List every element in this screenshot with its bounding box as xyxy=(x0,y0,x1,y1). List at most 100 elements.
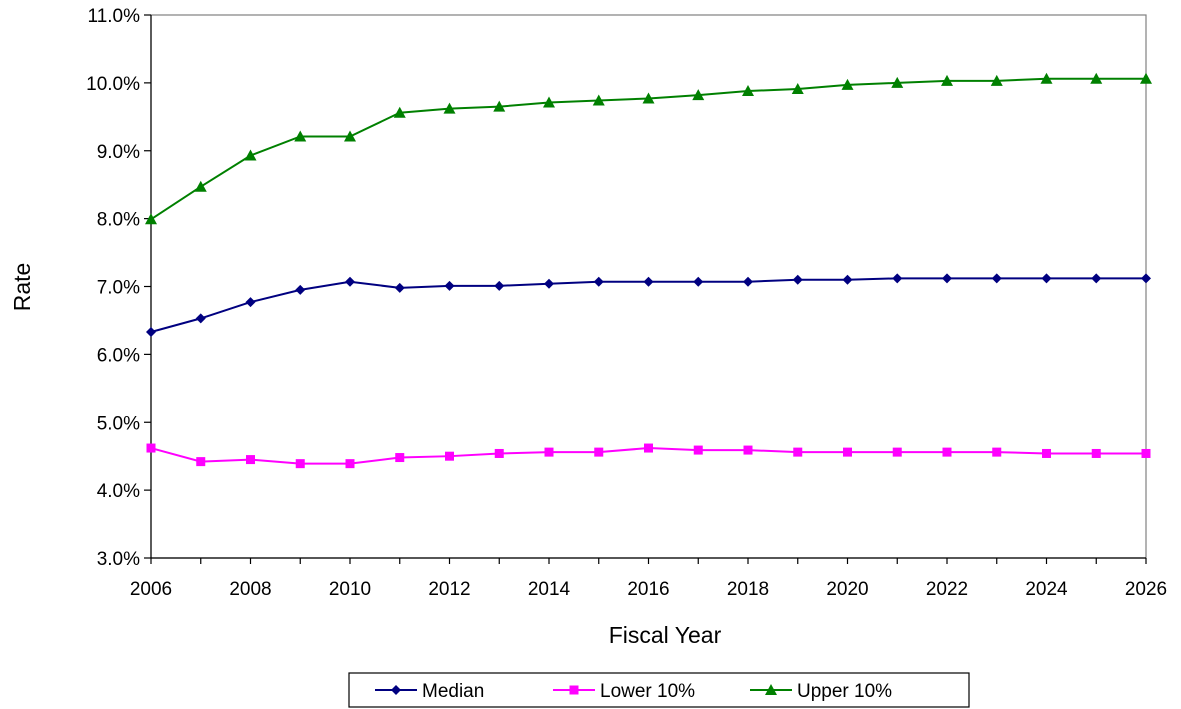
data-point-median xyxy=(1091,273,1102,284)
data-point-upper-10 xyxy=(244,149,257,161)
data-point-lower-10 xyxy=(693,445,703,455)
y-tick-label: 6.0% xyxy=(97,345,140,366)
x-tick-label: 2014 xyxy=(528,579,571,600)
data-point-upper-10 xyxy=(145,213,157,225)
series-upper-10 xyxy=(145,72,1152,225)
data-point-lower-10 xyxy=(942,447,952,457)
data-point-lower-10 xyxy=(146,443,156,453)
data-point-lower-10 xyxy=(395,453,405,463)
y-tick-label: 5.0% xyxy=(97,413,140,434)
x-tick-label: 2006 xyxy=(130,579,172,600)
data-point-upper-10 xyxy=(1040,72,1053,84)
legend-label-median: Median xyxy=(422,681,484,702)
y-tick-label: 11.0% xyxy=(88,6,141,27)
legend-item-upper-10: Upper 10% xyxy=(750,681,892,702)
data-point-median xyxy=(743,276,753,287)
y-tick-label: 4.0% xyxy=(97,481,140,502)
data-point-lower-10 xyxy=(892,447,902,457)
y-axis-title: Rate xyxy=(9,263,35,312)
data-point-median xyxy=(892,273,903,284)
x-tick-label: 2020 xyxy=(826,579,868,600)
data-point-upper-10 xyxy=(941,74,953,86)
data-point-lower-10 xyxy=(1141,448,1151,458)
y-tick-label: 3.0% xyxy=(97,549,140,570)
legend-marker-median xyxy=(391,685,401,695)
data-point-median xyxy=(195,313,206,324)
x-tick-label: 2016 xyxy=(627,579,669,600)
data-point-upper-10 xyxy=(194,180,207,192)
data-point-upper-10 xyxy=(692,89,705,101)
data-point-upper-10 xyxy=(344,130,356,142)
data-point-median xyxy=(842,274,853,285)
data-point-lower-10 xyxy=(843,447,852,457)
data-point-median xyxy=(444,280,455,291)
data-point-lower-10 xyxy=(445,451,454,461)
data-point-upper-10 xyxy=(393,106,406,118)
legend: Median Lower 10% Upper 10% xyxy=(348,672,970,708)
data-point-median xyxy=(593,276,604,287)
data-point-upper-10 xyxy=(443,102,456,114)
data-point-lower-10 xyxy=(992,447,1002,457)
data-point-lower-10 xyxy=(544,447,554,457)
y-tick-label: 10.0% xyxy=(86,74,140,95)
data-point-upper-10 xyxy=(592,94,605,106)
data-point-median xyxy=(1041,273,1052,284)
x-tick-label: 2022 xyxy=(926,579,968,600)
data-point-upper-10 xyxy=(791,82,804,94)
series-lower-10 xyxy=(146,443,1151,469)
data-point-median xyxy=(1141,273,1151,284)
data-point-median xyxy=(693,276,704,287)
data-point-median xyxy=(942,273,952,284)
data-point-lower-10 xyxy=(345,459,355,469)
data-point-upper-10 xyxy=(742,85,754,97)
data-point-lower-10 xyxy=(246,455,255,465)
legend-item-median: Median xyxy=(375,681,484,702)
data-point-lower-10 xyxy=(594,447,604,457)
x-tick-label: 2018 xyxy=(727,579,769,600)
data-point-lower-10 xyxy=(494,448,504,458)
data-point-upper-10 xyxy=(493,100,506,112)
data-point-upper-10 xyxy=(891,76,904,88)
x-tick-label: 2008 xyxy=(229,579,271,600)
x-tick-label: 2026 xyxy=(1125,579,1167,600)
data-point-median xyxy=(643,276,654,287)
data-point-upper-10 xyxy=(1090,72,1103,84)
y-axis: 3.0% 4.0% 5.0% 6.0% 7.0% 8.0% 9.0% 10.0% 11.0% xyxy=(86,6,152,570)
data-point-median xyxy=(494,280,505,291)
data-point-upper-10 xyxy=(642,92,655,104)
data-point-upper-10 xyxy=(543,96,555,108)
data-point-lower-10 xyxy=(743,445,753,455)
data-point-upper-10 xyxy=(1140,72,1152,84)
data-point-lower-10 xyxy=(1042,448,1051,458)
series-median xyxy=(146,273,1151,337)
data-point-upper-10 xyxy=(990,74,1003,86)
data-point-median xyxy=(295,284,306,295)
legend-marker-upper-10 xyxy=(765,684,777,695)
data-point-lower-10 xyxy=(295,459,305,469)
y-tick-label: 8.0% xyxy=(97,210,140,231)
x-tick-label: 2024 xyxy=(1025,579,1068,600)
legend-label-lower-10: Lower 10% xyxy=(600,681,695,702)
legend-marker-lower-10 xyxy=(569,685,579,695)
legend-item-lower-10: Lower 10% xyxy=(553,681,695,702)
data-point-median xyxy=(146,326,156,337)
data-point-median xyxy=(991,273,1002,284)
x-axis-title: Fiscal Year xyxy=(609,622,722,648)
data-point-median xyxy=(345,276,355,287)
data-point-upper-10 xyxy=(294,130,307,142)
legend-box xyxy=(348,672,970,708)
legend-label-upper-10: Upper 10% xyxy=(797,681,892,702)
y-tick-label: 7.0% xyxy=(97,278,140,299)
x-tick-label: 2012 xyxy=(428,579,470,600)
data-point-lower-10 xyxy=(196,457,206,467)
data-point-median xyxy=(792,274,803,285)
y-tick-label: 9.0% xyxy=(97,142,140,163)
series-layer xyxy=(145,72,1152,469)
data-point-median xyxy=(245,297,256,308)
data-point-lower-10 xyxy=(1091,448,1101,458)
data-point-median xyxy=(544,278,554,289)
data-point-lower-10 xyxy=(644,443,653,453)
data-point-upper-10 xyxy=(841,78,854,90)
data-point-median xyxy=(394,282,405,293)
